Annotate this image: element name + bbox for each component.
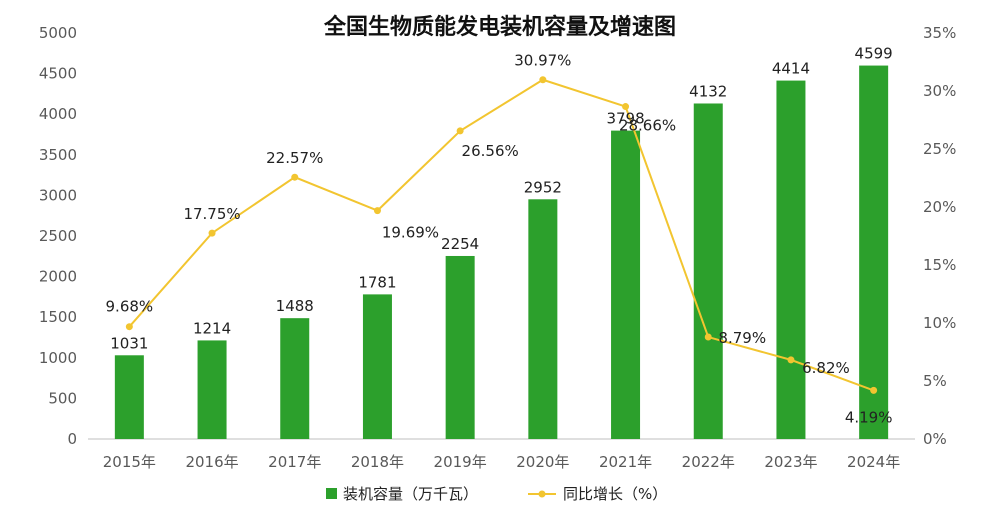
growth-point [539,76,547,84]
x-tick-label: 2022年 [682,453,735,471]
legend-line-label: 同比增长（%） [563,485,667,503]
right-y-tick-label: 0% [923,430,947,448]
line-value-label: 19.69% [382,224,439,242]
bar-value-label: 1488 [276,297,314,315]
legend-bar-label: 装机容量（万千瓦） [343,485,478,503]
bar-value-label: 1214 [193,319,231,337]
bar-value-label: 1031 [110,334,148,352]
x-tick-label: 2018年 [351,453,404,471]
line-series [125,76,878,394]
bar [445,255,475,439]
left-y-tick-label: 1000 [39,349,77,367]
x-tick-label: 2015年 [103,453,156,471]
right-y-tick-label: 10% [923,314,956,332]
line-value-label: 6.82% [802,359,850,377]
right-y-tick-label: 35% [923,24,956,42]
right-y-tick-label: 15% [923,256,956,274]
left-y-axis: 0 500 1000 1500 2000 2500 3000 3500 4000 4500 5000 [39,24,77,448]
growth-point [125,323,133,331]
x-tick-label: 2016年 [185,453,238,471]
growth-point [787,356,795,364]
x-tick-label: 2020年 [516,453,569,471]
left-y-tick-label: 4500 [39,65,77,83]
growth-point [870,386,878,394]
bar [693,103,723,439]
line-value-label: 30.97% [514,52,571,70]
legend-line-marker [538,490,546,498]
right-y-axis: 0% 5% 10% 15% 20% 25% 30% 35% [923,24,956,448]
growth-point [456,127,464,135]
left-y-tick-label: 0 [67,430,77,448]
left-y-tick-label: 1500 [39,308,77,326]
growth-point [373,207,381,215]
line-value-label: 28.66% [619,117,676,135]
bar-value-label: 4132 [689,82,727,100]
bar-value-label: 4599 [855,45,893,63]
bar-value-label: 3798 [606,110,644,128]
left-y-tick-label: 5000 [39,24,77,42]
line-value-label: 26.56% [462,142,519,160]
line-value-label: 9.68% [106,298,154,316]
growth-point [704,333,712,341]
x-tick-label: 2024年 [847,453,900,471]
x-axis: 2015年 2016年 2017年 2018年 2019年 2020年 2021年 2022年… [103,453,900,471]
line-value-labels: 9.68% 17.75% 22.57% 19.69% 26.56% 30.97% 28.66… [106,52,893,427]
bar-value-label: 2254 [441,235,479,253]
bar [362,294,392,439]
left-y-tick-label: 2500 [39,227,77,245]
x-tick-label: 2017年 [268,453,321,471]
line-value-label: 17.75% [183,205,240,223]
bar-value-labels: 1031 1214 1488 1781 2254 2952 3798 4132 4414 4599 [110,45,892,353]
growth-point [622,103,630,111]
bar-value-label: 1781 [358,273,396,291]
x-tick-label: 2021年 [599,453,652,471]
left-y-tick-label: 500 [48,389,77,407]
right-y-tick-label: 20% [923,198,956,216]
bar [280,318,310,439]
right-y-tick-label: 30% [923,82,956,100]
left-y-tick-label: 3000 [39,186,77,204]
bar-value-label: 2952 [524,178,562,196]
legend: 装机容量（万千瓦） 同比增长（%） [326,485,667,503]
bar-series [114,65,889,440]
left-y-tick-label: 2000 [39,268,77,286]
bar-value-label: 4414 [772,60,810,78]
right-y-tick-label: 5% [923,372,947,390]
bar [114,355,144,439]
bar [776,80,806,440]
bar [528,199,558,439]
x-tick-label: 2023年 [764,453,817,471]
bar [611,130,641,439]
growth-point [291,173,299,181]
line-value-label: 8.79% [718,329,766,347]
growth-point [208,229,216,237]
bar [197,340,227,439]
growth-line [128,78,874,392]
right-y-tick-label: 25% [923,140,956,158]
chart-title: 全国生物质能发电装机容量及增速图 [323,14,676,40]
left-y-tick-label: 4000 [39,105,77,123]
x-tick-label: 2019年 [434,453,487,471]
legend-bar-swatch [326,488,337,499]
line-value-label: 22.57% [266,149,323,167]
bar [859,65,889,439]
line-value-label: 4.19% [845,408,893,426]
left-y-tick-label: 3500 [39,146,77,164]
